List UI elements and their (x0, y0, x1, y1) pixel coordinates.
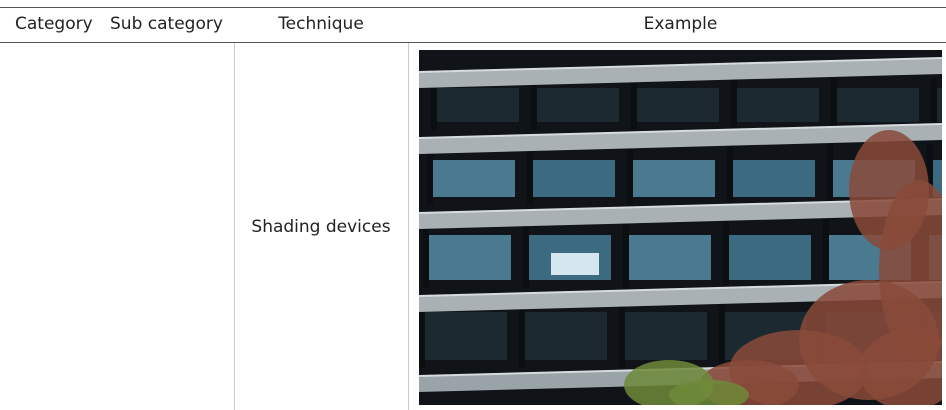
window-pane (429, 235, 511, 280)
mullion (619, 302, 625, 368)
window-pane (729, 235, 811, 280)
mullion (531, 78, 537, 130)
window-pane (425, 312, 507, 360)
table-top-rule (0, 7, 946, 8)
shading-louver (419, 199, 942, 229)
example-photo (419, 50, 942, 405)
mullion (427, 144, 433, 205)
window-pane (937, 88, 942, 122)
header-cell: Category (15, 14, 93, 34)
header-cell: Sub category (110, 14, 223, 34)
mullion (419, 302, 425, 368)
tree-foliage (859, 330, 942, 405)
mullion (719, 302, 725, 368)
window-pane (525, 312, 607, 360)
mullion (431, 78, 437, 130)
mullion (927, 144, 933, 205)
window-pane (433, 160, 515, 197)
column-divider (234, 43, 235, 410)
mullion (523, 219, 529, 288)
window-pane (733, 160, 815, 197)
mullion (731, 78, 737, 130)
header-rule (0, 42, 946, 43)
window-pane (537, 88, 619, 122)
column-divider (408, 43, 409, 410)
header-cell: Technique (278, 14, 364, 34)
mullion (827, 144, 833, 205)
window-pane (437, 88, 519, 122)
mullion (627, 144, 633, 205)
mullion (423, 219, 429, 288)
mullion (527, 144, 533, 205)
louver-edge (419, 123, 942, 139)
window-pane (625, 312, 707, 360)
mullion (631, 78, 637, 130)
mullion (723, 219, 729, 288)
window-pane (533, 160, 615, 197)
shading-louver (419, 124, 942, 154)
mullion (831, 78, 837, 130)
mullion (823, 219, 829, 288)
window-pane (737, 88, 819, 122)
header-cell: Example (643, 14, 718, 34)
window-pane (837, 88, 919, 122)
mullion (519, 302, 525, 368)
window-pane (633, 160, 715, 197)
window-pane (637, 88, 719, 122)
technique-cell: Shading devices (251, 217, 391, 237)
tree-foliage (669, 380, 749, 405)
mullion (727, 144, 733, 205)
mullion (623, 219, 629, 288)
shading-louver (419, 282, 942, 312)
window-pane (629, 235, 711, 280)
window-pane (933, 160, 942, 197)
mullion (931, 78, 937, 130)
shading-louver (419, 58, 942, 88)
louver-edge (419, 57, 942, 73)
window-light (551, 253, 599, 275)
